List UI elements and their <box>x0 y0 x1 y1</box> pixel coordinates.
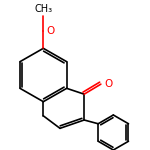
Text: O: O <box>47 26 55 36</box>
Text: O: O <box>105 79 113 89</box>
Text: CH₃: CH₃ <box>34 4 52 14</box>
